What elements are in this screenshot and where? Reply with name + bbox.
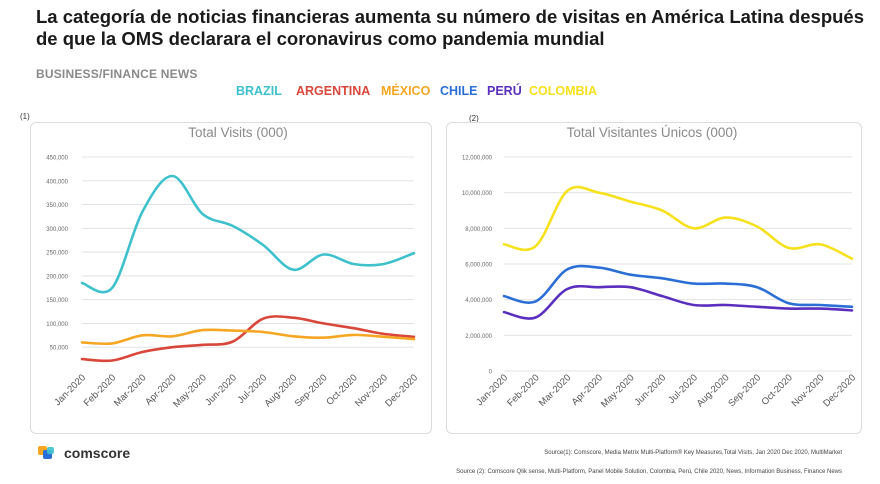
chart-2-x-tick-label: Nov-2020 xyxy=(790,372,827,409)
chart-1-y-tick-label: 250,000 xyxy=(46,251,68,257)
chart-1-frame xyxy=(30,122,432,434)
chart-2-x-tick-label: Jun-2020 xyxy=(633,372,669,408)
chart-1-y-tick-label: 50,000 xyxy=(50,346,69,352)
chart-1-x-tick-label: Sep-2020 xyxy=(293,372,330,409)
chart-1-y-tick-label: 100,000 xyxy=(46,322,68,328)
chart-2-x-tick-label: May-2020 xyxy=(599,372,637,410)
source-note-2: Source (2): Comscore Qlik sense, Multi-P… xyxy=(456,469,842,475)
chart-1-series-mexico xyxy=(80,328,416,346)
panel-label-2: (2) xyxy=(469,114,479,123)
chart-2-y-tick-label: 8,000,000 xyxy=(465,227,492,233)
legend-item-chile: CHILE xyxy=(440,84,478,98)
chart-2-series-chile xyxy=(502,264,854,309)
chart-2-x-tick-label: Sep-2020 xyxy=(726,372,763,409)
chart-2-y-tick-label: 2,000,000 xyxy=(465,334,492,340)
chart-legend: BRAZIL ARGENTINA MÉXICO CHILE PERÚ COLOM… xyxy=(0,84,880,100)
source-note-1: Source(1): Comscore, Media Metrix Multi-… xyxy=(544,450,842,456)
chart-1-title: Total Visits (000) xyxy=(188,125,288,140)
chart-2-x-tick-label: Feb-2020 xyxy=(505,372,542,409)
chart-2-x-tick-label: Dec-2020 xyxy=(821,372,858,409)
chart-1-y-tick-label: 450,000 xyxy=(46,156,68,162)
chart-2-x-tick-label: Jan-2020 xyxy=(474,372,510,408)
comscore-logo-icon xyxy=(38,446,54,459)
chart-1-x-tick-label: May-2020 xyxy=(171,372,209,410)
chart-2-title: Total Visitantes Únicos (000) xyxy=(567,125,738,140)
chart-2-series-peru xyxy=(502,284,854,320)
chart-2-frame xyxy=(446,122,862,434)
chart-1-y-tick-label: 200,000 xyxy=(46,274,68,280)
chart-2-x-tick-label: Mar-2020 xyxy=(537,372,574,409)
section-subtitle: BUSINESS/FINANCE NEWS xyxy=(36,67,198,81)
chart-1-x-tick-label: Feb-2020 xyxy=(82,372,119,409)
chart-2-y-tick-label: 0 xyxy=(489,370,493,376)
chart-1-x-tick-label: Dec-2020 xyxy=(383,372,420,409)
page-title: La categoría de noticias financieras aum… xyxy=(36,6,864,49)
comscore-brand: comscore xyxy=(38,445,130,461)
chart-1-y-tick-label: 350,000 xyxy=(46,203,68,209)
chart-2-y-tick-label: 4,000,000 xyxy=(465,298,492,304)
chart-1-y-tick-label: 300,000 xyxy=(46,227,68,233)
chart-1-series-brazil xyxy=(80,174,416,294)
legend-item-colombia: COLOMBIA xyxy=(529,84,598,98)
chart-1-y-tick-label: 150,000 xyxy=(46,298,68,304)
chart-2-y-tick-label: 10,000,000 xyxy=(462,191,493,197)
chart-1-x-tick-label: Mar-2020 xyxy=(112,372,149,409)
chart-2-x-tick-label: Aug-2020 xyxy=(695,372,732,409)
legend-item-brazil: BRAZIL xyxy=(236,84,282,98)
comscore-wordmark: comscore xyxy=(64,445,131,461)
chart-2-series-colombia xyxy=(502,185,854,260)
chart-1-x-tick-label: Jun-2020 xyxy=(203,372,239,408)
panel-label-1: (1) xyxy=(20,112,30,121)
chart-1-y-tick-label: 400,000 xyxy=(46,179,68,185)
legend-item-mexico: MÉXICO xyxy=(381,84,431,98)
chart-2-y-tick-label: 6,000,000 xyxy=(465,263,492,269)
legend-item-argentina: ARGENTINA xyxy=(296,84,371,98)
legend-item-peru: PERÚ xyxy=(487,84,522,98)
chart-2-y-tick-label: 12,000,000 xyxy=(462,156,493,162)
